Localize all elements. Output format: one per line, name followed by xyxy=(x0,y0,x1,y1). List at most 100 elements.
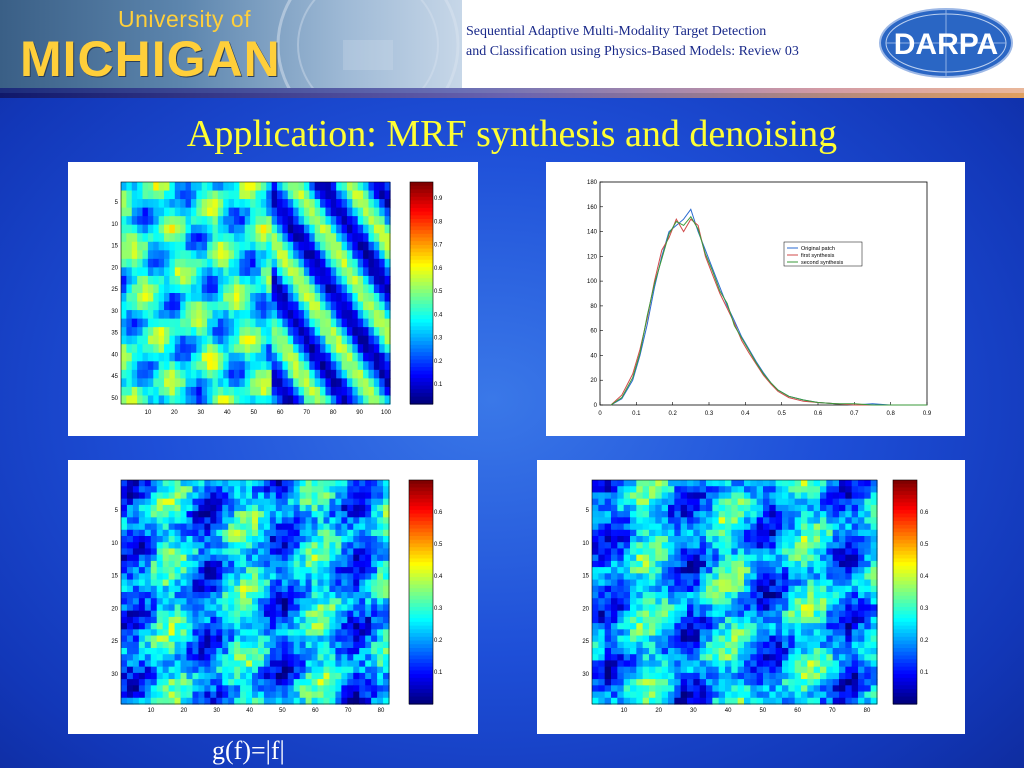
y-tick-label: 30 xyxy=(582,672,589,678)
caption: g(f)=|f| xyxy=(212,736,285,765)
y-tick-label: 5 xyxy=(115,200,119,206)
colorbar-tick-label: 0.2 xyxy=(434,638,443,644)
x-tick-label: 50 xyxy=(250,410,257,416)
colorbar-tick-label: 0.1 xyxy=(434,382,443,388)
x-tick-label: 40 xyxy=(224,410,231,416)
x-tick-label: 60 xyxy=(277,410,284,416)
x-tick-label: 20 xyxy=(655,708,662,714)
y-tick-label: 40 xyxy=(590,353,597,359)
x-tick-label: 50 xyxy=(279,708,286,714)
y-tick-label: 35 xyxy=(111,331,118,337)
university-seal-watermark xyxy=(276,0,460,88)
y-tick-label: 30 xyxy=(111,309,118,315)
x-tick-label: 70 xyxy=(303,410,310,416)
y-tick-label: 20 xyxy=(111,265,118,271)
heatmap-figure-synthesis-left: 5 10 15 20 25 30 10 20 30 40 50 60 70 80 0.6 0.5 0.4 0.… xyxy=(111,479,443,714)
heatmap-panel-original: 5 10 15 20 25 30 35 40 45 50 10 20 30 40 50 60 70 80 90 10… xyxy=(68,162,478,436)
x-tick-label: 40 xyxy=(725,708,732,714)
y-tick-label: 10 xyxy=(111,222,118,228)
colorbar-tick-label: 0.1 xyxy=(434,670,443,676)
x-tick-label: 0.9 xyxy=(923,411,932,417)
x-tick-label: 20 xyxy=(181,708,188,714)
colorbar-tick-label: 0.4 xyxy=(434,312,443,318)
x-tick-label: 60 xyxy=(794,708,801,714)
darpa-logo-text: DARPA xyxy=(894,28,998,61)
x-tick-label: 60 xyxy=(312,708,319,714)
x-tick-label: 40 xyxy=(246,708,253,714)
y-tick-label: 40 xyxy=(111,352,118,358)
x-tick-label: 70 xyxy=(829,708,836,714)
y-tick-label: 180 xyxy=(587,180,598,186)
colorbar-tick-label: 0.5 xyxy=(434,542,443,548)
y-tick-label: 50 xyxy=(111,396,118,402)
colorbar-tick-label: 0.7 xyxy=(434,243,443,249)
y-tick-label: 25 xyxy=(111,287,118,293)
y-tick-label: 20 xyxy=(111,606,118,612)
colorbar-tick-label: 0.4 xyxy=(434,574,443,580)
legend-entry: Original patch xyxy=(801,246,835,252)
legend-entry: second synthesis xyxy=(801,260,843,266)
slide-title: Application: MRF synthesis and denoising xyxy=(186,113,838,155)
heatmap-panel-synthesis-right: 5 10 15 20 25 30 10 20 30 40 50 60 70 80 0.6 0.5 0.4 0.… xyxy=(537,460,965,734)
y-tick-label: 45 xyxy=(111,374,118,380)
y-tick-label: 5 xyxy=(586,508,590,514)
histogram-chart: 0 0.1 0.2 0.3 0.4 0.5 0.6 0.7 0.8 0.9 0 20 40 60 80 100… xyxy=(587,180,932,417)
colorbar-tick-label: 0.3 xyxy=(434,606,443,612)
x-tick-label: 80 xyxy=(378,708,385,714)
y-tick-label: 5 xyxy=(115,508,119,514)
header-stripe xyxy=(0,88,1024,93)
x-tick-label: 0.7 xyxy=(850,411,859,417)
colorbar-tick-label: 0.6 xyxy=(920,510,929,516)
y-tick-label: 60 xyxy=(590,329,597,335)
x-tick-label: 0 xyxy=(598,411,602,417)
colorbar-tick-label: 0.5 xyxy=(920,542,929,548)
series-line xyxy=(610,215,927,406)
x-tick-label: 30 xyxy=(690,708,697,714)
slide-header: University of MICHIGAN Sequential Adapti… xyxy=(0,0,1024,88)
y-tick-label: 30 xyxy=(111,672,118,678)
x-tick-label: 0.4 xyxy=(741,411,750,417)
y-tick-label: 100 xyxy=(587,279,598,285)
header-stripe-lower xyxy=(0,93,1024,98)
y-tick-label: 80 xyxy=(590,304,597,310)
colorbar-tick-label: 0.8 xyxy=(434,219,443,225)
heatmap-figure-original: 5 10 15 20 25 30 35 40 45 50 10 20 30 40 50 60 70 80 90 10… xyxy=(111,181,443,416)
colorbar-tick-label: 0.4 xyxy=(920,574,929,580)
logo-small-text: University of xyxy=(118,6,252,32)
heatmap-figure-synthesis-right: 5 10 15 20 25 30 10 20 30 40 50 60 70 80 0.6 0.5 0.4 0.… xyxy=(582,479,929,714)
y-tick-label: 25 xyxy=(582,639,589,645)
x-tick-label: 10 xyxy=(145,410,152,416)
y-tick-label: 20 xyxy=(590,378,597,384)
y-tick-label: 120 xyxy=(587,254,598,260)
x-tick-label: 10 xyxy=(148,708,155,714)
y-tick-label: 20 xyxy=(582,606,589,612)
y-tick-label: 140 xyxy=(587,230,598,236)
legend-box xyxy=(783,241,863,267)
header-title: Sequential Adaptive Multi-Modality Targe… xyxy=(466,22,799,62)
logo-big-text: MICHIGAN xyxy=(20,31,281,87)
y-tick-label: 10 xyxy=(111,541,118,547)
x-tick-label: 0.6 xyxy=(814,411,823,417)
x-tick-label: 90 xyxy=(356,410,363,416)
colorbar-tick-label: 0.6 xyxy=(434,510,443,516)
legend-entry: first synthesis xyxy=(801,253,835,259)
colorbar-tick-label: 0.2 xyxy=(920,638,929,644)
y-tick-label: 0 xyxy=(594,403,598,409)
x-tick-label: 50 xyxy=(760,708,767,714)
university-of-michigan-logo: University of MICHIGAN xyxy=(0,0,462,88)
y-tick-label: 15 xyxy=(111,244,118,250)
x-tick-label: 80 xyxy=(864,708,871,714)
chart-plot-area xyxy=(599,181,928,406)
heatmap-panel-synthesis-left: 5 10 15 20 25 30 10 20 30 40 50 60 70 80 0.6 0.5 0.4 0.… xyxy=(68,460,478,734)
y-tick-label: 160 xyxy=(587,205,598,211)
y-tick-label: 10 xyxy=(582,541,589,547)
colorbar-tick-label: 0.2 xyxy=(434,359,443,365)
x-tick-label: 0.8 xyxy=(886,411,895,417)
x-tick-label: 0.1 xyxy=(632,411,641,417)
x-tick-label: 20 xyxy=(171,410,178,416)
colorbar-tick-label: 0.3 xyxy=(920,606,929,612)
x-tick-label: 100 xyxy=(381,410,392,416)
x-tick-label: 30 xyxy=(198,410,205,416)
x-tick-label: 30 xyxy=(213,708,220,714)
